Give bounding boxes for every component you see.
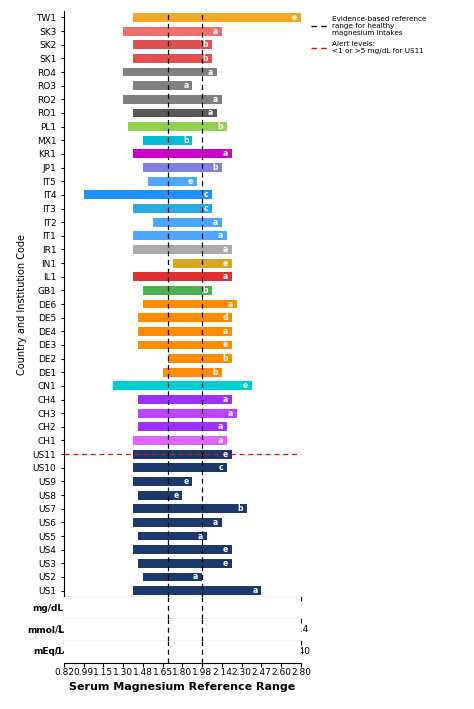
Text: mEq/L: mEq/L	[33, 647, 64, 657]
Text: b: b	[183, 135, 188, 145]
Bar	[84, 191, 212, 199]
Text: a: a	[213, 95, 218, 104]
Bar	[133, 245, 232, 254]
Text: a: a	[193, 572, 198, 581]
Bar	[133, 40, 212, 49]
Bar	[133, 518, 222, 527]
Bar	[138, 395, 232, 404]
Text: b: b	[212, 163, 218, 172]
Bar	[143, 136, 192, 145]
Legend: Evidence-based reference
range for healthy
magnesium intakes, Alert levels:
<1 o: Evidence-based reference range for healt…	[310, 14, 428, 56]
Text: b: b	[203, 40, 208, 49]
Text: b: b	[237, 504, 243, 513]
Text: a: a	[218, 436, 223, 445]
Text: a: a	[208, 67, 213, 77]
Text: b: b	[218, 122, 223, 131]
Text: a: a	[198, 532, 203, 540]
Bar	[138, 423, 227, 431]
Text: a: a	[213, 27, 218, 35]
Text: a: a	[183, 82, 188, 90]
Y-axis label: Country and Institution Code: Country and Institution Code	[17, 233, 27, 374]
Text: a: a	[208, 108, 213, 118]
Text: mg/dL: mg/dL	[33, 604, 64, 613]
Text: e: e	[223, 545, 228, 554]
Bar	[133, 436, 227, 445]
Text: c: c	[203, 204, 208, 213]
Text: e: e	[223, 450, 228, 459]
Bar	[133, 464, 227, 472]
Bar	[143, 300, 237, 308]
Text: a: a	[252, 586, 257, 595]
Bar	[133, 477, 192, 486]
Bar	[143, 163, 222, 172]
Bar	[153, 218, 222, 227]
Bar	[133, 545, 232, 554]
Text: a: a	[223, 395, 228, 404]
Text: a: a	[223, 272, 228, 281]
Text: a: a	[218, 423, 223, 431]
Bar	[138, 340, 232, 350]
Text: e: e	[242, 381, 247, 391]
Bar	[138, 532, 207, 540]
Text: c: c	[203, 190, 208, 199]
Text: d: d	[222, 313, 228, 322]
Text: b: b	[203, 54, 208, 63]
Bar	[173, 259, 232, 267]
Text: e: e	[223, 259, 228, 267]
Text: b: b	[212, 368, 218, 376]
X-axis label: Serum Magnesium Reference Range: Serum Magnesium Reference Range	[69, 681, 296, 692]
Bar	[168, 354, 232, 363]
Text: b: b	[203, 286, 208, 295]
Text: a: a	[213, 518, 218, 527]
Text: mmol/L: mmol/L	[27, 625, 64, 635]
Text: a: a	[223, 150, 228, 158]
Text: e: e	[183, 477, 188, 486]
Bar	[148, 177, 197, 186]
Bar	[133, 13, 301, 22]
Bar	[123, 27, 222, 35]
Bar	[133, 54, 212, 63]
Text: c: c	[219, 463, 223, 472]
Bar	[138, 313, 232, 322]
Bar	[143, 572, 202, 581]
Text: e: e	[173, 491, 179, 500]
Bar	[133, 450, 232, 459]
Bar	[143, 286, 212, 295]
Bar	[133, 272, 232, 281]
Text: e: e	[223, 340, 228, 350]
Bar	[123, 67, 217, 77]
Bar	[138, 491, 182, 500]
Text: a: a	[218, 231, 223, 240]
Bar	[128, 122, 227, 131]
Bar	[133, 204, 212, 213]
Bar	[138, 559, 232, 568]
Bar	[133, 150, 232, 158]
Bar	[133, 586, 262, 595]
Text: e: e	[223, 559, 228, 568]
Bar	[133, 231, 227, 240]
Bar	[133, 504, 246, 513]
Text: a: a	[228, 299, 233, 308]
Bar	[138, 327, 232, 336]
Bar	[113, 381, 252, 391]
Text: e: e	[188, 177, 193, 186]
Text: e: e	[292, 13, 297, 22]
Text: a: a	[223, 327, 228, 336]
Text: a: a	[213, 218, 218, 227]
Bar	[133, 108, 217, 118]
Text: a: a	[228, 408, 233, 418]
Bar	[138, 409, 237, 418]
Bar	[163, 368, 222, 376]
Bar	[133, 82, 192, 90]
Text: b: b	[222, 354, 228, 363]
Bar	[123, 95, 222, 104]
Text: a: a	[223, 245, 228, 254]
